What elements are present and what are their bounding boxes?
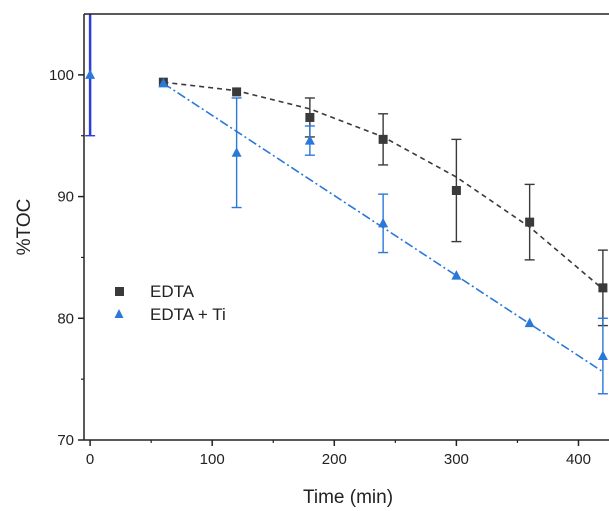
y-tick-label: 80 — [57, 310, 74, 327]
data-point-edta-ti — [85, 69, 96, 79]
legend-label-edta: EDTA — [150, 282, 195, 301]
x-tick-label: 400 — [566, 451, 591, 468]
legend-label-edta-ti: EDTA + Ti — [150, 305, 226, 324]
data-point-edta — [305, 112, 315, 122]
y-tick-label: 100 — [49, 67, 74, 84]
y-axis-title: %TOC — [14, 199, 35, 256]
data-point-edta — [525, 217, 535, 227]
x-tick-label: 100 — [200, 451, 225, 468]
x-tick-label: 0 — [86, 451, 94, 468]
data-point-edta — [451, 185, 461, 195]
x-axis-title: Time (min) — [303, 487, 393, 508]
data-point-edta-ti — [231, 147, 242, 157]
legend-marker-edta-ti — [114, 309, 124, 318]
data-point-edta-ti — [524, 317, 535, 328]
x-tick-label: 200 — [322, 451, 347, 468]
x-ticks: 0 100 200 300 400 — [86, 440, 591, 468]
data-point-edta-ti — [158, 77, 169, 88]
plot-area — [85, 14, 608, 395]
y-tick-label: 90 — [57, 189, 74, 206]
data-point-edta — [232, 87, 242, 97]
data-point-edta — [598, 283, 608, 293]
legend-marker-edta — [115, 287, 124, 296]
data-point-edta-ti — [378, 217, 389, 228]
x-tick-label: 300 — [444, 451, 469, 468]
data-point-edta-ti — [597, 350, 608, 361]
legend: EDTA EDTA + Ti — [114, 282, 226, 324]
axes — [83, 13, 609, 441]
data-point-edta-ti — [451, 270, 462, 280]
data-point-edta-ti — [304, 135, 315, 145]
y-tick-label: 70 — [57, 432, 74, 449]
y-ticks: 70 80 90 100 — [49, 67, 84, 449]
data-point-edta — [378, 134, 388, 144]
